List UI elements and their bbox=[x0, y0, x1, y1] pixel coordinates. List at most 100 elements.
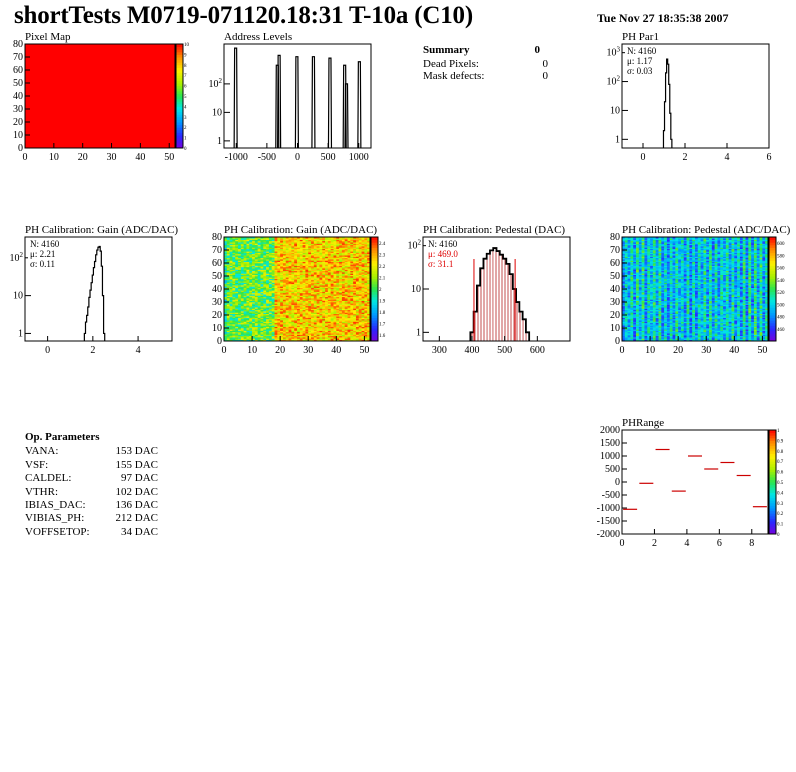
map-cell bbox=[277, 298, 281, 300]
map-cell bbox=[257, 255, 261, 257]
map-cell bbox=[232, 302, 236, 304]
map-cell bbox=[294, 266, 298, 269]
map-cell bbox=[235, 252, 239, 255]
map-cell bbox=[341, 274, 346, 277]
map-cell bbox=[311, 303, 315, 305]
map-cell bbox=[263, 277, 267, 279]
map-cell bbox=[361, 311, 365, 313]
map-cell bbox=[246, 334, 250, 337]
tick-label: 40 bbox=[331, 345, 341, 356]
map-cell bbox=[254, 278, 258, 281]
map-cell bbox=[243, 296, 247, 299]
map-cell bbox=[633, 238, 637, 240]
map-cell bbox=[316, 279, 320, 282]
map-cell bbox=[308, 266, 312, 269]
map-cell bbox=[288, 273, 292, 275]
map-cell bbox=[633, 285, 637, 287]
map-cell bbox=[288, 246, 292, 248]
map-cell bbox=[355, 313, 360, 316]
map-cell bbox=[367, 313, 371, 316]
map-cell bbox=[330, 273, 334, 275]
map-cell bbox=[229, 277, 233, 279]
map-cell bbox=[336, 294, 340, 296]
map-cell bbox=[630, 289, 634, 291]
map-cell bbox=[333, 239, 337, 242]
map-cell bbox=[277, 260, 281, 262]
map-cell bbox=[630, 274, 634, 277]
map-cell bbox=[347, 279, 351, 282]
map-cell bbox=[622, 240, 626, 243]
map-cell bbox=[344, 242, 348, 244]
colorbar-tick: 1.9 bbox=[379, 300, 386, 305]
gain-stat-sigma: σ: 0.11 bbox=[30, 259, 55, 269]
map-cell bbox=[622, 272, 626, 274]
map-cell bbox=[226, 335, 230, 338]
map-cell bbox=[355, 338, 360, 340]
map-cell bbox=[268, 303, 273, 305]
map-cell bbox=[297, 277, 301, 279]
map-cell bbox=[633, 299, 637, 301]
map-cell bbox=[249, 257, 253, 260]
tick-label: 102 bbox=[408, 239, 422, 252]
map-cell bbox=[364, 272, 368, 274]
map-cell bbox=[305, 295, 309, 298]
map-cell bbox=[280, 283, 284, 286]
map-cell bbox=[358, 282, 362, 285]
map-cell bbox=[257, 277, 261, 279]
map-cell bbox=[274, 305, 278, 308]
map-cell bbox=[322, 330, 326, 333]
map-cell bbox=[624, 257, 628, 260]
map-cell bbox=[232, 331, 236, 334]
map-cell bbox=[299, 289, 303, 291]
map-cell bbox=[252, 274, 256, 277]
map-cell bbox=[330, 334, 334, 337]
map-cell bbox=[364, 277, 368, 279]
map-cell bbox=[319, 330, 323, 333]
map-cell bbox=[277, 244, 281, 247]
map-cell bbox=[240, 304, 244, 307]
hist-bar bbox=[509, 274, 513, 341]
map-cell bbox=[299, 259, 303, 261]
map-cell bbox=[308, 334, 312, 337]
map-cell bbox=[302, 246, 306, 248]
map-cell bbox=[367, 283, 371, 286]
map-cell bbox=[367, 266, 371, 269]
map-cell bbox=[353, 268, 357, 270]
map-cell bbox=[364, 295, 368, 298]
map-cell bbox=[358, 259, 362, 261]
map-cell bbox=[232, 278, 236, 281]
map-cell bbox=[311, 316, 315, 318]
map-cell bbox=[624, 253, 628, 256]
map-cell bbox=[624, 259, 628, 261]
map-cell bbox=[232, 261, 236, 264]
map-cell bbox=[271, 270, 275, 273]
map-cell bbox=[361, 315, 365, 317]
map-cell bbox=[243, 281, 247, 283]
map-cell bbox=[240, 294, 244, 296]
map-cell bbox=[271, 243, 275, 246]
map-cell bbox=[235, 331, 239, 334]
map-cell bbox=[277, 295, 281, 298]
map-cell bbox=[341, 292, 346, 295]
map-cell bbox=[339, 308, 343, 311]
map-cell bbox=[319, 239, 323, 242]
map-cell bbox=[341, 278, 346, 281]
tick-label: 10 bbox=[212, 107, 222, 118]
map-cell bbox=[633, 287, 637, 290]
map-cell bbox=[252, 253, 256, 256]
map-cell bbox=[344, 333, 348, 335]
map-cell bbox=[622, 244, 626, 247]
map-cell bbox=[330, 316, 334, 318]
map-cell bbox=[297, 266, 301, 269]
colorbar-cell bbox=[371, 239, 378, 243]
map-cell bbox=[232, 260, 236, 262]
map-cell bbox=[277, 242, 281, 244]
map-cell bbox=[353, 303, 357, 305]
map-cell bbox=[260, 276, 264, 278]
map-cell bbox=[249, 329, 253, 331]
map-cell bbox=[638, 274, 642, 277]
map-cell bbox=[302, 299, 306, 301]
map-cell bbox=[322, 333, 326, 335]
map-cell bbox=[341, 302, 346, 304]
map-cell bbox=[339, 291, 343, 294]
